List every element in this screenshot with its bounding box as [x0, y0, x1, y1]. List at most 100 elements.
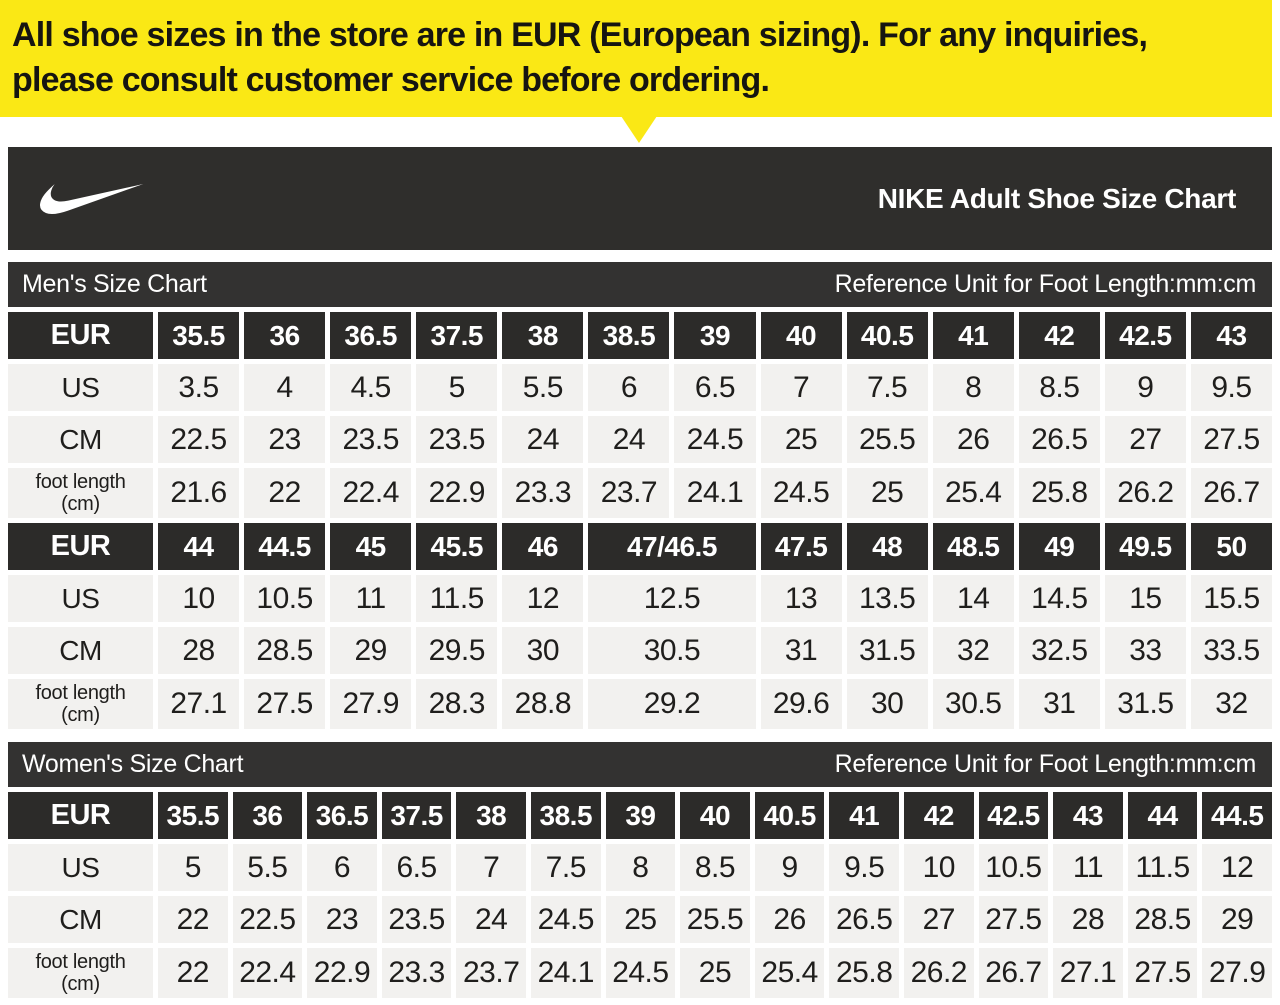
size-cell: 4.5: [330, 364, 412, 411]
size-cell: 22: [158, 948, 228, 998]
mens-section-title: Men's Size Chart: [22, 270, 207, 298]
size-cell: 29: [330, 627, 412, 674]
size-cell: 29.5: [416, 627, 498, 674]
size-cell: 12.5: [588, 575, 756, 622]
mens-size-table-1: EUR 35.5 36 36.5 37.5 38 38.5 39 40 40.5 41 42 42.5 4…: [8, 312, 1272, 518]
size-cell: 35.5: [158, 792, 228, 839]
size-cell: 24.5: [530, 896, 601, 943]
brand-header: NIKE Adult Shoe Size Chart: [8, 147, 1272, 250]
size-cell: 7.5: [846, 364, 928, 411]
size-cell: 26.5: [1018, 416, 1100, 463]
size-cell: 10: [158, 575, 240, 622]
size-cell: 45: [330, 523, 412, 570]
size-cell: 25.4: [932, 468, 1014, 518]
size-cell: 13.5: [846, 575, 928, 622]
size-cell: 24.5: [605, 948, 676, 998]
size-cell: 13: [760, 575, 842, 622]
size-cell: 23.3: [381, 948, 452, 998]
size-cell: 28.5: [1127, 896, 1198, 943]
row-label: foot length (cm): [8, 948, 153, 998]
size-cell: 36.5: [307, 792, 377, 839]
size-cell: 3.5: [158, 364, 240, 411]
size-table-row: EUR 44 44.5 45 45.5 46 47/46.5 47.5 48 48.5 49 49.5…: [8, 523, 1272, 570]
size-table-row: US 3.5 4 4.5 5 5.5 6 6.5 7 7.5 8 8.5 9 9.5: [8, 364, 1272, 411]
size-cell: 8.5: [1018, 364, 1100, 411]
size-cell: 48.5: [932, 523, 1014, 570]
row-label: EUR: [8, 792, 153, 839]
size-cell: 44.5: [244, 523, 326, 570]
size-cell: 32: [932, 627, 1014, 674]
row-label: foot length (cm): [8, 679, 153, 729]
size-cell: 5: [416, 364, 498, 411]
size-cell: 10.5: [978, 844, 1049, 891]
row-label: EUR: [8, 312, 153, 359]
size-cell: 44: [158, 523, 240, 570]
size-cell: 39: [674, 312, 756, 359]
size-chart-content: Men's Size Chart Reference Unit for Foot…: [8, 262, 1272, 998]
size-cell: 24.5: [674, 416, 756, 463]
size-cell: 9.5: [829, 844, 899, 891]
row-label: CM: [8, 896, 153, 943]
size-cell: 24.1: [674, 468, 756, 518]
size-cell: 23.7: [456, 948, 526, 998]
notice-banner: All shoe sizes in the store are in EUR (…: [0, 0, 1272, 117]
size-cell: 25.8: [829, 948, 899, 998]
size-cell: 43: [1190, 312, 1272, 359]
size-cell: 10.5: [244, 575, 326, 622]
size-cell: 26: [754, 896, 825, 943]
size-cell: 29.6: [760, 679, 842, 729]
size-cell: 31.5: [846, 627, 928, 674]
size-table-row: foot length (cm) 27.1 27.5 27.9 28.3 28.8 29.2…: [8, 679, 1272, 729]
size-cell: 8: [605, 844, 676, 891]
size-table-row: CM 22 22.5 23 23.5 24 24.5 25 25.5 26 26.5 27 27.5 28…: [8, 896, 1272, 943]
size-cell: 23: [307, 896, 377, 943]
size-cell: 29.2: [588, 679, 756, 729]
size-cell: 33: [1104, 627, 1186, 674]
size-cell: 32.5: [1018, 627, 1100, 674]
womens-section-title: Women's Size Chart: [22, 750, 244, 778]
size-cell: 38.5: [530, 792, 601, 839]
size-cell: 42: [903, 792, 974, 839]
size-cell: 15: [1104, 575, 1186, 622]
size-cell: 8: [932, 364, 1014, 411]
size-cell: 25: [605, 896, 676, 943]
size-cell: 49: [1018, 523, 1100, 570]
womens-reference-unit: Reference Unit for Foot Length:mm:cm: [834, 750, 1257, 778]
size-cell: 25.5: [846, 416, 928, 463]
size-table-row: foot length (cm) 21.6 22 22.4 22.9 23.3 23.7 24…: [8, 468, 1272, 518]
size-cell: 24: [456, 896, 526, 943]
size-table-row: US 10 10.5 11 11.5 12 12.5 13 13.5 14 14.5 15 15.5: [8, 575, 1272, 622]
size-cell: 23.5: [416, 416, 498, 463]
size-cell: 47.5: [760, 523, 842, 570]
size-cell: 25: [760, 416, 842, 463]
size-cell: 10: [903, 844, 974, 891]
size-cell: 37.5: [416, 312, 498, 359]
size-cell: 27.5: [1127, 948, 1198, 998]
size-cell: 11.5: [1127, 844, 1198, 891]
size-cell: 36.5: [330, 312, 412, 359]
size-cell: 36: [244, 312, 326, 359]
size-cell: 5: [158, 844, 228, 891]
size-table-row: EUR 35.5 36 36.5 37.5 38 38.5 39 40 40.5 41 42 42.5 4…: [8, 792, 1272, 839]
size-cell: 27.1: [1053, 948, 1123, 998]
mens-reference-unit: Reference Unit for Foot Length:mm:cm: [834, 270, 1257, 298]
size-cell: 49.5: [1104, 523, 1186, 570]
size-cell: 43: [1053, 792, 1123, 839]
size-cell: 40: [680, 792, 750, 839]
size-cell: 27.5: [1190, 416, 1272, 463]
size-cell: 6: [307, 844, 377, 891]
womens-section-header: Women's Size Chart Reference Unit for Fo…: [8, 742, 1272, 787]
down-arrow-icon: [621, 116, 657, 143]
size-cell: 41: [829, 792, 899, 839]
size-cell: 30: [846, 679, 928, 729]
size-cell: 24: [588, 416, 670, 463]
womens-size-table: EUR 35.5 36 36.5 37.5 38 38.5 39 40 40.5 41 42 42.5 4…: [8, 792, 1272, 998]
size-cell: 15.5: [1190, 575, 1272, 622]
mens-size-table-2: EUR 44 44.5 45 45.5 46 47/46.5 47.5 48 48.5 49 49.5…: [8, 523, 1272, 729]
size-cell: 5.5: [502, 364, 584, 411]
size-cell: 14.5: [1018, 575, 1100, 622]
size-cell: 22.5: [158, 416, 240, 463]
size-cell: 11: [1053, 844, 1123, 891]
size-cell: 45.5: [416, 523, 498, 570]
